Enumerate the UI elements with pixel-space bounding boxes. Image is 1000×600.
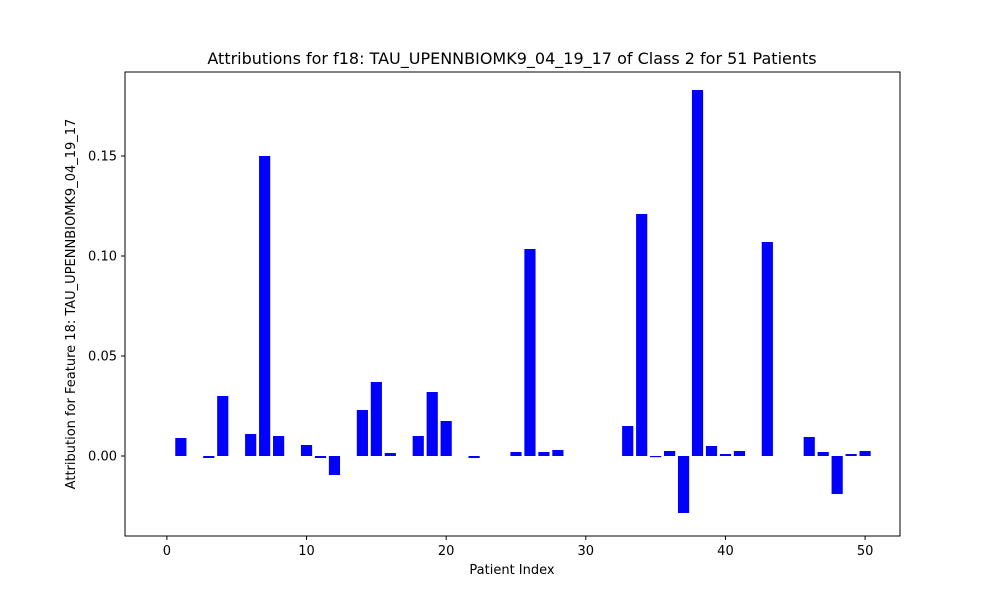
bar-patient-22	[468, 456, 480, 458]
x-tick-label: 40	[717, 544, 734, 559]
bars	[175, 90, 871, 513]
y-tick-label: 0.15	[88, 150, 117, 165]
bar-patient-35	[650, 456, 662, 458]
bar-patient-33	[622, 426, 634, 456]
bar-patient-12	[328, 456, 341, 475]
bar-patient-4	[217, 396, 229, 456]
x-tick-label: 20	[438, 544, 455, 559]
x-axis-ticks: 0 10 20 30 40 50	[163, 536, 874, 559]
bar-patient-38	[691, 90, 704, 456]
bar-patient-11	[314, 456, 327, 458]
bar-patient-20	[440, 421, 452, 456]
y-tick-label: 0.05	[88, 350, 117, 365]
bar-patient-37	[677, 456, 690, 513]
y-tick-label: 0.00	[88, 450, 117, 465]
bar-patient-15	[370, 382, 382, 456]
bar-patient-47	[817, 452, 829, 456]
x-tick-label: 0	[163, 544, 171, 559]
y-tick-label: 0.10	[88, 250, 117, 265]
bar-patient-48	[831, 456, 843, 494]
y-axis-ticks: 0.00 0.05 0.10 0.15	[88, 150, 125, 465]
bar-patient-41	[733, 451, 745, 456]
bar-patient-6	[245, 434, 257, 456]
bar-patient-43	[761, 242, 773, 456]
y-axis-label: Attribution for Feature 18: TAU_UPENNBIO…	[64, 119, 79, 490]
bar-patient-34	[636, 214, 648, 456]
bar-patient-50	[859, 451, 871, 456]
bar-patient-39	[705, 446, 718, 456]
bar-patient-16	[384, 453, 396, 456]
bar-patient-3	[203, 456, 215, 458]
bar-patient-14	[356, 410, 368, 456]
bar-patient-19	[426, 392, 438, 456]
bar-patient-7	[259, 156, 271, 456]
bar-patient-25	[510, 452, 522, 456]
bar-patient-40	[719, 454, 732, 456]
bar-patient-8	[273, 436, 285, 456]
chart-title: Attributions for f18: TAU_UPENNBIOMK9_04…	[207, 49, 816, 69]
x-tick-label: 30	[578, 544, 595, 559]
bar-patient-18	[412, 436, 424, 456]
bar-patient-49	[845, 454, 857, 456]
bar-patient-26	[524, 249, 536, 456]
x-tick-label: 50	[857, 544, 874, 559]
bar-patient-10	[300, 445, 313, 456]
bar-patient-46	[803, 437, 815, 456]
bar-patient-36	[664, 451, 676, 456]
bar-patient-28	[552, 450, 564, 456]
x-tick-label: 10	[298, 544, 315, 559]
bar-patient-1	[175, 438, 187, 456]
bar-patient-27	[538, 452, 550, 456]
x-axis-label: Patient Index	[469, 563, 554, 578]
plot-frame	[124, 71, 901, 537]
